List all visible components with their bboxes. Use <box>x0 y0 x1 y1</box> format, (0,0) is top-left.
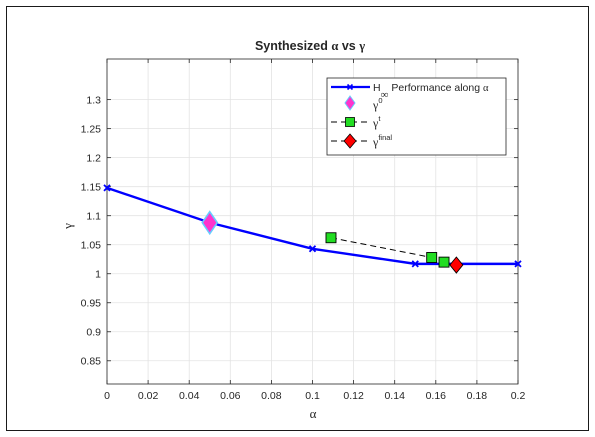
x-tick-label: 0.14 <box>384 390 405 402</box>
legend-marker-gamma0 <box>344 95 356 111</box>
legend-entry-gammat: γt <box>331 114 381 130</box>
x-axis-label: α <box>310 406 317 421</box>
gamma-t-marker <box>438 256 450 268</box>
y-tick-label: 0.9 <box>86 327 101 339</box>
y-tick-label: 1.05 <box>81 240 102 252</box>
performance-point <box>411 260 419 268</box>
legend: H∞ Performance along α γ0 γt γfinal <box>326 77 507 156</box>
y-tick-label: 1.3 <box>86 94 101 106</box>
x-tick-label: 0.18 <box>467 390 488 402</box>
legend-marker-gammat <box>345 117 355 127</box>
x-tick-label: 0.02 <box>138 390 159 402</box>
y-axis-label: γ <box>60 223 75 230</box>
legend-label-gamma0: γ0 <box>372 96 382 112</box>
x-tick-label: 0.08 <box>261 390 282 402</box>
y-tick-label: 0.95 <box>81 298 102 310</box>
x-tick-label: 0 <box>104 390 110 402</box>
legend-marker-performance <box>346 83 354 91</box>
y-tick-label: 1.1 <box>86 210 101 222</box>
x-tick-label: 0.06 <box>220 390 241 402</box>
legend-label-gammat: γt <box>372 114 381 130</box>
x-tick-label: 0.04 <box>179 390 200 402</box>
y-tick-label: 1.15 <box>81 181 102 193</box>
legend-label-gammafinal: γfinal <box>372 133 392 149</box>
x-tick-label: 0.12 <box>343 390 364 402</box>
x-tick-labels: 0 0.02 0.04 0.06 0.08 0.1 0.12 0.14 0.16 0.18 0.2 <box>104 390 525 402</box>
gamma0-marker <box>201 210 219 236</box>
y-tick-label: 0.85 <box>81 356 102 368</box>
y-tick-labels: 0.85 0.9 0.95 1 1.05 1.1 1.15 1.2 1.25 1.3 <box>81 94 102 367</box>
series <box>103 184 522 274</box>
gamma-t-marker <box>426 252 438 263</box>
performance-point <box>103 184 111 192</box>
ticks <box>106 59 519 384</box>
legend-entry-gamma0: γ0 <box>344 95 382 112</box>
performance-point <box>308 245 317 253</box>
x-tick-label: 0.16 <box>426 390 447 402</box>
chart-title: Synthesized α vs γ <box>255 39 365 53</box>
x-tick-label: 0.2 <box>511 390 526 402</box>
x-tick-label: 0.1 <box>305 390 320 402</box>
legend-marker-gammafinal <box>343 133 357 149</box>
gamma-final-marker <box>449 256 464 274</box>
y-tick-label: 1 <box>95 269 101 281</box>
legend-box <box>326 77 507 156</box>
y-tick-label: 1.2 <box>86 152 101 164</box>
y-tick-label: 1.25 <box>81 123 102 135</box>
legend-entry-performance: H∞ Performance along α <box>331 82 489 101</box>
gamma-t-marker <box>325 232 337 244</box>
performance-point <box>514 260 522 268</box>
legend-label-performance: H∞ Performance along α <box>373 82 489 101</box>
legend-entry-gammafinal: γfinal <box>331 133 392 149</box>
figure-frame <box>6 6 589 431</box>
